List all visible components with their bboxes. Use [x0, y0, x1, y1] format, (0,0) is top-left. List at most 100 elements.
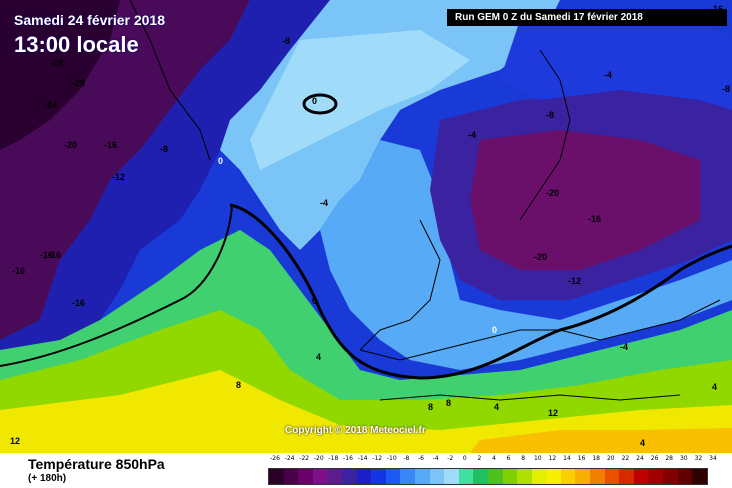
legend-tick: 8 — [521, 455, 526, 462]
isotherm-label: -8 — [282, 36, 291, 46]
legend-tick: 12 — [548, 455, 557, 462]
legend-swatch — [648, 469, 664, 484]
legend-swatch — [677, 469, 693, 484]
legend-swatch — [298, 469, 313, 484]
isotherm-label: -16 — [40, 250, 54, 260]
map-canvas — [0, 0, 732, 453]
legend-tick: -24 — [284, 455, 295, 462]
legend-swatch — [692, 469, 707, 484]
legend-tick: -16 — [343, 455, 353, 462]
legend-swatch — [385, 469, 401, 484]
coldest-zone-russia — [470, 130, 700, 270]
legend-tick: -18 — [328, 455, 339, 462]
legend-tick: -10 — [386, 455, 397, 462]
legend-swatch — [312, 469, 328, 484]
legend-swatch — [444, 469, 459, 484]
iceland-contour — [302, 93, 338, 115]
legend-tick: 2 — [477, 455, 482, 462]
legend-swatch — [414, 469, 430, 484]
legend-swatch — [590, 469, 605, 484]
coastline-north-africa — [379, 394, 681, 401]
temperature-map: Samedi 24 février 2018 13:00 locale Run … — [0, 0, 732, 453]
isotherm-label: -12 — [568, 276, 582, 286]
model-run-info: Run GEM 0 Z du Samedi 17 février 2018 — [447, 9, 727, 26]
isotherm-label: -20 — [64, 140, 78, 150]
isotherm-label: -28 — [50, 58, 64, 68]
coastline-scandinavia — [519, 49, 571, 221]
isotherm-label: 4 — [316, 352, 322, 362]
mild-core-north-atlantic — [250, 30, 470, 170]
isotherm-label: 8 — [428, 402, 434, 412]
legend-tick: 14 — [563, 455, 571, 462]
legend-tick: -22 — [299, 455, 310, 462]
legend-tick: 0 — [462, 455, 467, 462]
legend-tick: 34 — [709, 455, 717, 462]
coldest-zone-nw — [0, 0, 120, 150]
isotherm-label: -28 — [72, 78, 86, 88]
isotherm-label: 4 — [494, 402, 500, 412]
isotherm-label: -20 — [546, 188, 560, 198]
isotherm-label: 12 — [10, 436, 21, 446]
legend-tick: 10 — [533, 455, 542, 462]
legend-tick: 32 — [694, 455, 703, 462]
zero-isotherm — [229, 203, 732, 380]
legend-tick-labels: -26 -24 -22 -20 -18 -16 -14 -12 -10 -8 -6 -4 -2 0 2 4 6 8… — [268, 455, 720, 467]
legend-swatch — [502, 469, 518, 484]
isotherm-label: 12 — [548, 408, 559, 418]
legend-swatch — [575, 469, 591, 484]
isotherm-label: 0 — [312, 96, 318, 106]
legend-tick: -4 — [432, 455, 439, 462]
legend-swatch — [341, 469, 357, 484]
isotherm-label: 4 — [712, 382, 718, 392]
legend-tick: -12 — [372, 455, 383, 462]
isotherm-label: -4 — [604, 70, 613, 80]
isotherm-label: 0 — [218, 156, 224, 166]
legend-tick: 20 — [606, 455, 615, 462]
legend-swatch — [356, 469, 372, 484]
isotherm-label: -8 — [722, 84, 731, 94]
legend-swatch — [633, 469, 649, 484]
legend-swatch — [283, 469, 299, 484]
isotherm-label: -4 — [620, 342, 629, 352]
legend-tick: 24 — [636, 455, 644, 462]
isotherm-label: -4 — [468, 130, 477, 140]
coastline-mediterranean — [359, 299, 721, 361]
isotherm-label: -4 — [320, 198, 329, 208]
legend-swatch — [429, 469, 445, 484]
lead-time-label: (+ 180h) — [28, 473, 67, 484]
legend-swatch — [269, 469, 284, 484]
legend-tick: 28 — [665, 455, 673, 462]
legend-swatch — [487, 469, 503, 484]
legend-swatch — [517, 469, 532, 484]
legend-swatch — [619, 469, 634, 484]
legend-tick: 18 — [592, 455, 600, 462]
legend-tick: 30 — [679, 455, 688, 462]
legend-tick: 6 — [506, 455, 511, 462]
isotherm-label: 4 — [640, 438, 646, 448]
legend-tick: 4 — [492, 455, 496, 462]
isotherm-label: -8 — [546, 110, 555, 120]
legend-swatch — [546, 469, 561, 484]
legend-swatch — [604, 469, 620, 484]
cold-band-greenland — [0, 0, 330, 350]
forecast-local-time: 13:00 locale — [14, 32, 139, 57]
isotherm-label: -20 — [534, 252, 548, 262]
legend-tick: -2 — [447, 455, 454, 462]
isotherm-label: -16 — [72, 298, 86, 308]
legend-tick: -8 — [403, 455, 410, 462]
legend-swatch — [560, 469, 576, 484]
isotherm-label: -24 — [44, 100, 58, 110]
isotherm-label: -12 — [112, 172, 126, 182]
cool-zone-scandinavia — [500, 10, 732, 110]
legend-swatch — [400, 469, 415, 484]
isotherm-label: -16 — [12, 266, 26, 276]
coastline-greenland — [129, 0, 211, 161]
isotherm-label: -16 — [104, 140, 118, 150]
copyright-notice: Copyright © 2018 Meteociel.fr — [285, 425, 426, 436]
legend-swatch — [458, 469, 474, 484]
legend-tick: 22 — [621, 455, 630, 462]
forecast-date: Samedi 24 février 2018 — [14, 12, 165, 28]
legend-tick: 16 — [577, 455, 586, 462]
isotherm-label: 8 — [236, 380, 242, 390]
legend-swatch — [531, 469, 547, 484]
